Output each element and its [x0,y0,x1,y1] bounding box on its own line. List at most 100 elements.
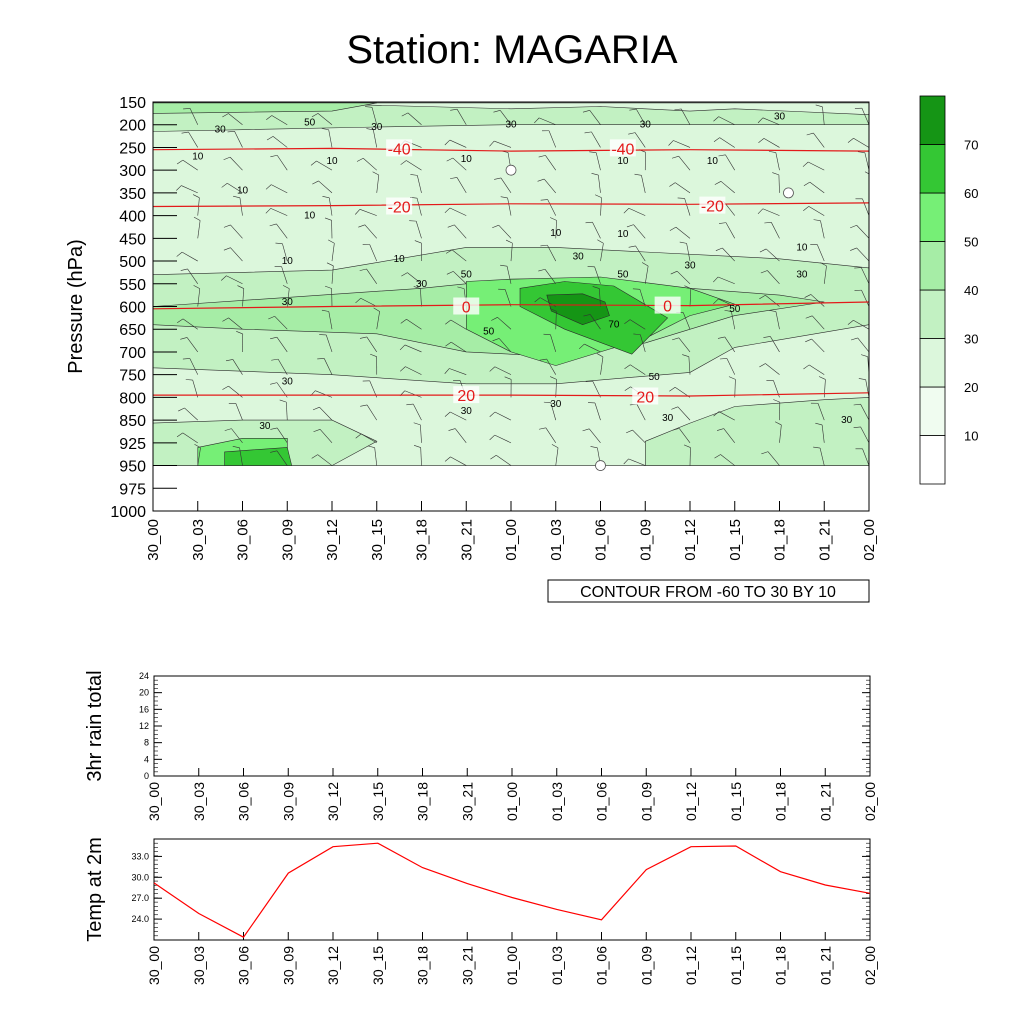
wind-barb [276,337,288,353]
wind-barb [504,289,512,307]
temp-x-tick-label: 30_03 [191,946,207,985]
wind-barb-feather [626,429,633,434]
colorbar-label: 40 [964,283,978,298]
rain-x-tick-label: 01_09 [638,782,654,821]
wind-barb-feather [416,81,422,84]
y-tick-label: 350 [119,186,146,203]
wind-barb [629,319,646,330]
rain-x-tick-label: 01_18 [773,782,789,821]
wind-barb [317,454,333,466]
wind-barb-feather [311,113,319,118]
wind-barb-feather [491,317,498,321]
wind-barb-feather [268,315,275,320]
humidity-contour-label: 30 [259,421,271,432]
wind-barb [779,424,782,443]
wind-barb [718,116,735,125]
humidity-contour-label: 10 [550,228,562,239]
wind-barb-feather [820,262,827,267]
wind-barb-feather [355,298,361,304]
wind-barb [591,131,601,148]
wind-barb [281,266,288,284]
wind-barb [644,265,649,284]
wind-barb-feather [849,90,855,93]
wind-barb [182,432,198,444]
wind-barb-feather [137,87,144,88]
wind-barb-feather [624,364,631,370]
wind-barb [689,288,692,307]
humidity-contour-label: 10 [617,229,629,240]
wind-barb [230,247,243,262]
wind-barb [456,109,467,125]
wind-barb [817,403,825,421]
humidity-contour-label: 30 [505,120,517,131]
wind-barb-feather [759,248,767,253]
rain-x-tick-label: 30_03 [191,782,207,821]
wind-barb-feather [400,160,407,165]
x-tick-label: 01_21 [816,519,833,561]
wind-barb [270,208,288,216]
wind-barb-feather [194,444,201,449]
wind-barb [510,243,513,262]
wind-barb [277,358,288,375]
wind-barb [600,356,604,375]
wind-barb [860,426,869,443]
wind-barb-feather [760,270,768,274]
wind-barb-feather [222,385,229,390]
wind-barb-feather [193,285,200,289]
humidity-contour-label: 70 [608,320,620,331]
wind-barb-feather [803,181,811,187]
humidity-contour-label: 30 [282,376,294,387]
wind-barb-feather [223,224,231,228]
wind-barb-feather [450,177,458,179]
wind-barb-feather [324,285,332,289]
wind-barb [242,102,243,103]
wind-barb [722,247,735,262]
temp-x-tick-label: 30_15 [370,946,386,985]
wind-barb [678,337,691,353]
y-tick-label: 450 [119,231,146,248]
wind-barb-feather [724,309,732,312]
wind-barb [555,379,557,398]
wind-barb [376,174,380,193]
wind-barb [765,295,780,307]
info-label: CONTOUR FROM -60 TO 30 BY 10 [580,584,836,601]
y-tick-label: 850 [119,413,146,430]
humidity-contour-label: 30 [550,399,562,410]
wind-barb-feather [641,262,649,267]
wind-barb [762,208,780,216]
calm-wind-marker [595,460,606,471]
wind-barb [775,152,780,171]
rain-frame [153,675,871,777]
wind-barb [676,270,691,284]
wind-barb-feather [492,338,500,342]
wind-barb-feather [505,239,513,244]
wind-barb-feather [582,110,590,113]
wind-barb-feather [757,117,764,124]
wind-barb-feather [282,285,290,289]
wind-barb [719,137,735,148]
wind-barb [589,110,601,125]
humidity-contour-label: 10 [282,256,294,267]
temp-contour-label: -40 [611,141,634,158]
wind-barb-feather [313,429,321,433]
wind-barb [373,129,378,148]
wind-barb [684,198,691,216]
x-tick-label: 30_03 [190,519,207,561]
rain-x-tick-label: 01_03 [549,782,565,821]
wind-barb-feather [177,318,184,323]
wind-barb [286,102,288,103]
wind-barb [319,406,333,421]
wind-barb-feather [672,337,679,341]
wind-barb-feather [805,315,813,319]
y-axis-title: Pressure (hPa) [65,239,87,374]
wind-barb [677,406,691,421]
wind-barb-feather [444,456,451,462]
y-tick-label: 700 [119,345,146,362]
wind-barb [405,366,422,375]
x-tick-label: 02_00 [861,519,878,561]
humidity-contour-label: 30 [371,122,383,133]
temp-contour-label: -40 [388,141,411,158]
wind-barb-feather [237,285,244,289]
calm-wind-marker [505,164,517,176]
